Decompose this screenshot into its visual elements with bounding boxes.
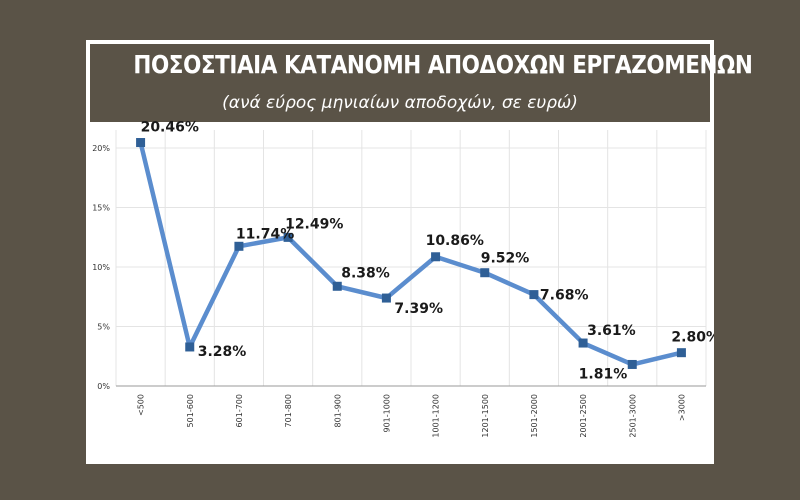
x-tick-label: 2001-2500 <box>579 394 588 438</box>
data-label: 7.68% <box>540 288 589 304</box>
y-tick-label: 5% <box>97 323 110 332</box>
data-label: 11.74% <box>236 226 294 242</box>
data-label: 1.81% <box>579 366 628 382</box>
y-tick-label: 15% <box>92 204 110 213</box>
x-tick-label: 901-1000 <box>382 394 391 433</box>
x-tick-label: 1001-1200 <box>432 394 441 438</box>
data-point <box>529 290 539 300</box>
data-point <box>185 342 195 352</box>
data-point <box>578 338 588 348</box>
axes: 0% 5% 10% 15% 20% <500 501-600 601-700 701-800 80… <box>92 144 706 438</box>
x-tick-label: >3000 <box>677 394 686 421</box>
series-line <box>138 140 684 367</box>
markers <box>136 138 686 369</box>
chart-title: ΠΟΣΟΣΤΙΑΙΑ ΚΑΤΑΝΟΜΗ ΑΠΟΔΟΧΩΝ ΕΡΓΑΖΟΜΕΝΩΝ <box>133 50 753 79</box>
x-tick-label: 1501-2000 <box>530 394 539 438</box>
y-tick-label: 10% <box>92 263 110 272</box>
data-label: 9.52% <box>481 251 530 267</box>
data-point <box>480 268 490 278</box>
y-tick-label: 0% <box>97 382 110 391</box>
data-label: 2.80% <box>671 330 714 346</box>
chart-card: ΠΟΣΟΣΤΙΑΙΑ ΚΑΤΑΝΟΜΗ ΑΠΟΔΟΧΩΝ ΕΡΓΑΖΟΜΕΝΩΝ… <box>86 40 753 464</box>
data-point <box>136 138 146 148</box>
x-tick-label: 501-600 <box>186 394 195 427</box>
series-line-group <box>138 140 684 367</box>
x-tick-label: 601-700 <box>235 394 244 427</box>
data-point <box>283 232 293 242</box>
data-point <box>332 281 342 291</box>
data-point <box>627 359 637 369</box>
data-label: 8.38% <box>341 265 390 281</box>
x-tick-label: 801-900 <box>333 394 342 427</box>
data-point <box>431 252 441 262</box>
data-point <box>676 348 686 358</box>
x-tick-label: 701-800 <box>284 394 293 427</box>
chart-header: ΠΟΣΟΣΤΙΑΙΑ ΚΑΤΑΝΟΜΗ ΑΠΟΔΟΧΩΝ ΕΡΓΑΖΟΜΕΝΩΝ… <box>90 44 753 122</box>
x-tick-label: <500 <box>137 394 146 416</box>
data-label: 3.28% <box>198 344 247 360</box>
data-label: 12.49% <box>285 216 343 232</box>
data-point <box>381 293 391 303</box>
data-label: 3.61% <box>587 323 636 339</box>
line-chart: 0% 5% 10% 15% 20% <500 501-600 601-700 701-800 80… <box>92 120 714 438</box>
y-tick-label: 20% <box>92 144 110 153</box>
data-point <box>234 241 244 251</box>
x-tick-label: 2501-3000 <box>628 394 637 438</box>
grid <box>115 130 707 387</box>
data-label: 10.86% <box>426 233 484 249</box>
data-label: 7.39% <box>394 301 443 317</box>
data-labels: 20.46% 3.28% 11.74%12.49% 8.38% 7.39% 10.86% 9… <box>141 120 714 383</box>
chart-subtitle: (ανά εύρος μηνιαίων αποδοχών, σε ευρώ) <box>222 93 578 113</box>
x-tick-label: 1201-1500 <box>481 394 490 438</box>
data-label: 20.46% <box>141 120 199 136</box>
